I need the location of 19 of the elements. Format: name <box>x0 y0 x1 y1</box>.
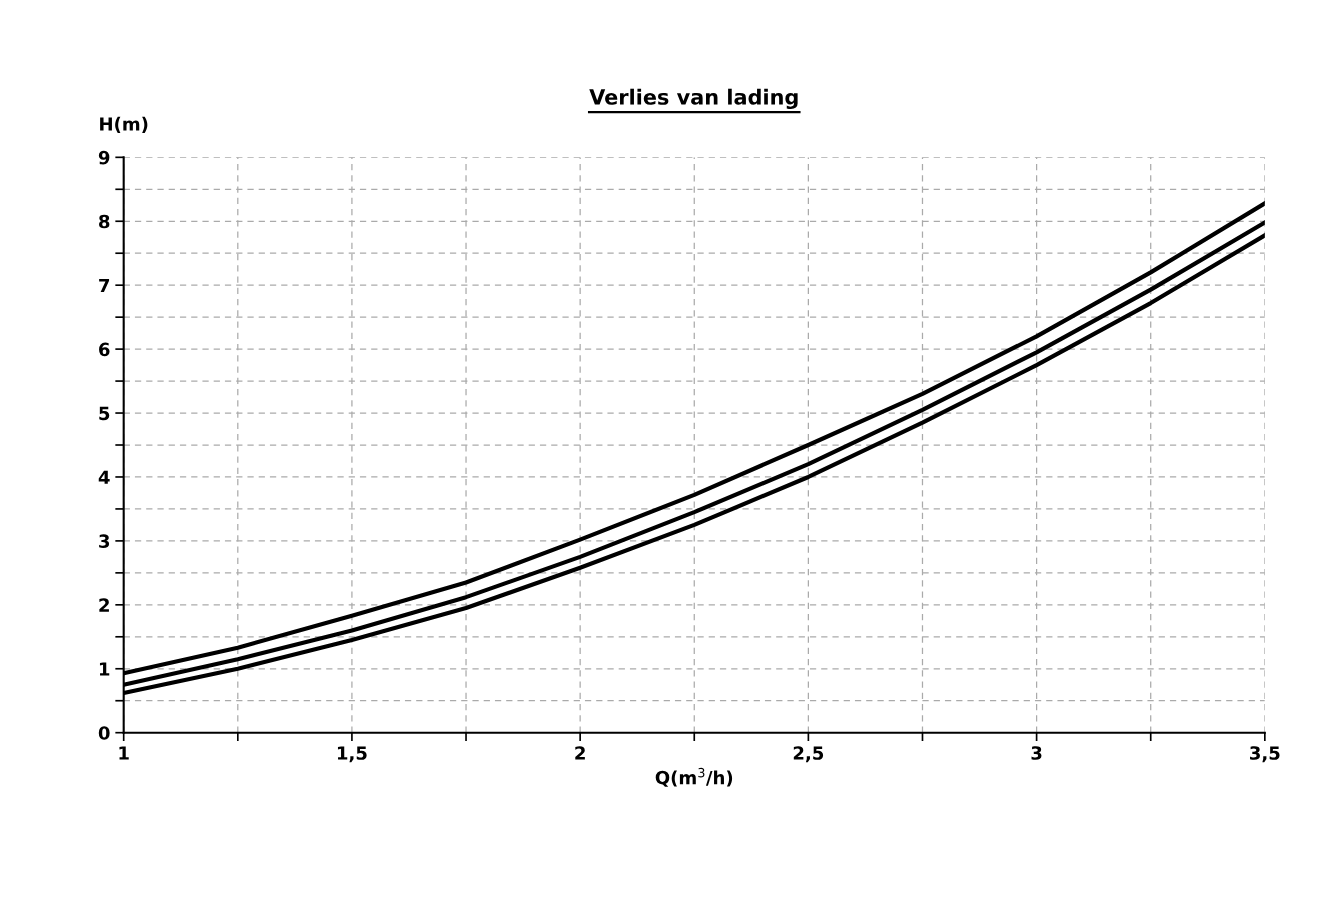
y-tick-label: 7 <box>99 278 110 293</box>
y-tick-label: 1 <box>99 662 110 676</box>
y-tick-label: 2 <box>99 598 109 612</box>
y-tick-label: 3 <box>99 534 110 549</box>
x-tick-label: 2,5 <box>793 746 824 763</box>
y-tick-label: 8 <box>99 214 110 229</box>
x-tick-label: 1,5 <box>337 746 367 763</box>
x-tick-label: 3,5 <box>1250 746 1280 763</box>
x-tick-label: 1 <box>119 746 129 760</box>
y-tick-label: 9 <box>98 150 110 165</box>
y-axis-title: H(m) <box>100 116 148 133</box>
chart-title: Verlies van lading <box>589 88 798 110</box>
y-tick-label: 5 <box>99 406 110 421</box>
y-tick-label: 0 <box>98 726 110 740</box>
y-tick-label: 4 <box>98 470 110 484</box>
y-tick-label: 6 <box>99 342 110 357</box>
x-axis-title: Q(m$^{3}$/h) <box>655 767 733 787</box>
x-tick-label: 3 <box>1031 746 1042 760</box>
x-tick-label: 2 <box>575 746 585 760</box>
